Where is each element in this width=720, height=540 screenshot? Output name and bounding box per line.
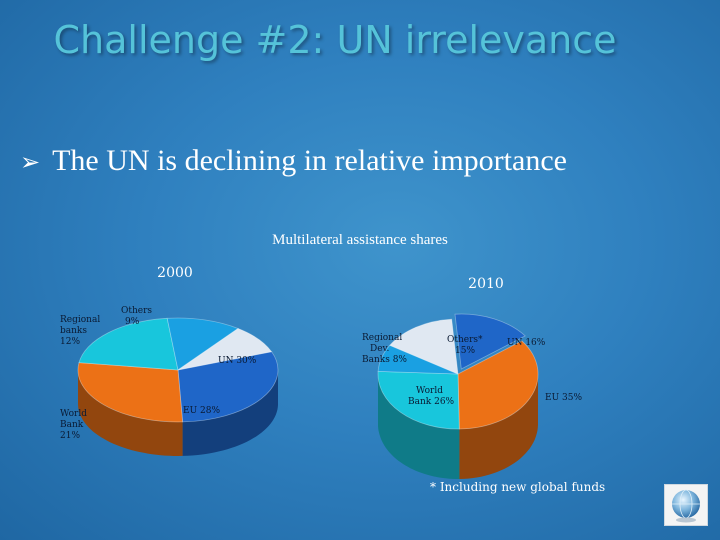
slide-title: Challenge #2: UN irrelevance (53, 18, 617, 62)
data-label-2000-world-bank: World Bank 21% (60, 409, 87, 441)
data-label-2010-eu: EU 35% (545, 393, 582, 403)
arrow-bullet-icon: ➢ (20, 148, 41, 176)
pie-slice-un (177, 351, 279, 423)
pie-side-world-bank (378, 373, 460, 479)
bullet-point: ➢ The UN is declining in relative importa… (20, 144, 700, 178)
year-label-2010: 2010 (468, 276, 504, 292)
footnote: * Including new global funds (430, 480, 606, 494)
data-label-2010-un: UN 16% (507, 338, 546, 348)
pie-slice-others (177, 328, 273, 371)
pie-slice-eu (457, 340, 539, 430)
data-label-2010-regional-dev-banks: Regional Dev. Banks 8% (362, 333, 407, 365)
pie-slice-regional-dev-banks (377, 344, 459, 375)
globe-icon (664, 484, 708, 526)
pie-slice-others- (389, 318, 459, 375)
data-label-2000-un: UN 30% (218, 356, 257, 366)
pie-side-eu (459, 374, 538, 479)
pie-2000 (77, 317, 279, 456)
data-label-2000-eu: EU 28% (183, 406, 220, 416)
pie-side-un (182, 370, 278, 456)
pie-slice-eu (77, 362, 184, 423)
bullet-text: The UN is declining in relative importan… (52, 144, 567, 177)
chart-title: Multilateral assistance shares (272, 232, 448, 248)
data-label-2000-others: Others 9% (121, 306, 152, 327)
data-label-2010-world-bank: World Bank 26% (408, 386, 455, 407)
pie-slice-regional-banks (166, 317, 239, 371)
pie-slice-world-bank (377, 370, 460, 430)
data-label-2010-others: Others* 15% (447, 335, 483, 356)
year-label-2000: 2000 (157, 265, 193, 281)
pie-slice-world-bank (78, 317, 179, 371)
pie-side-eu (78, 369, 183, 456)
data-label-2000-regional-banks: Regional banks 12% (60, 315, 100, 347)
pie-slice-un (454, 313, 526, 370)
pie-2010 (377, 313, 539, 479)
